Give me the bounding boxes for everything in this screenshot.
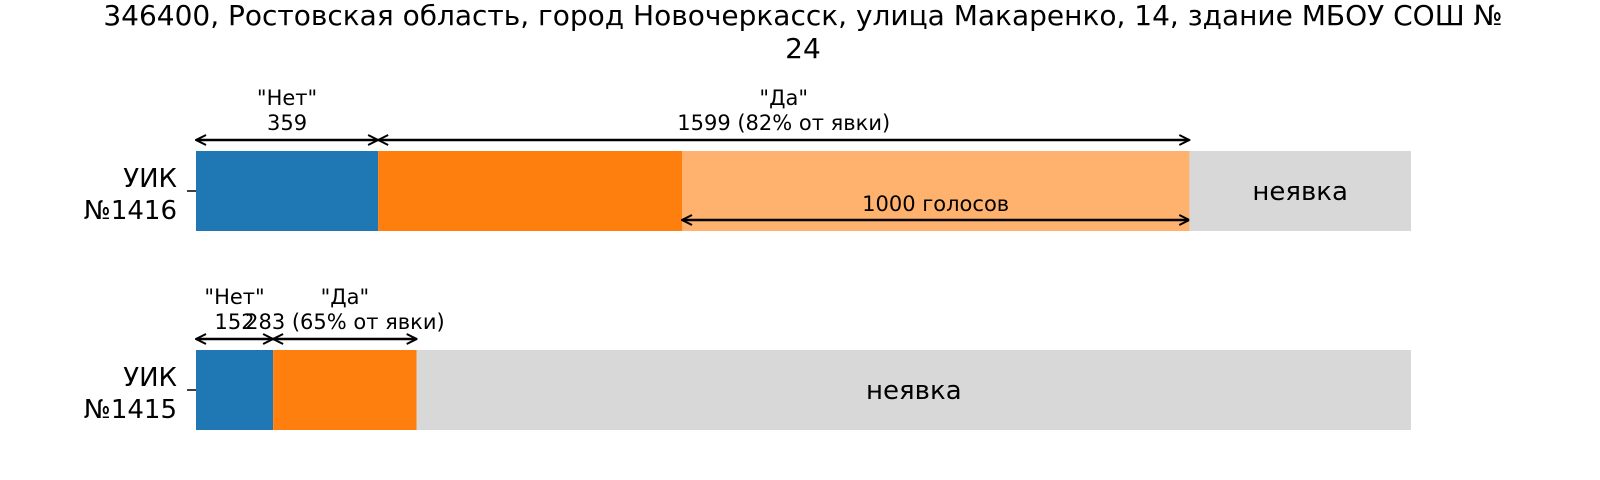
row-1-absent-label: неявка — [1252, 177, 1348, 207]
row-2-no-annotation-line-1: "Нет" — [204, 285, 264, 309]
row-2-no-segment — [196, 350, 274, 430]
row-2-label-line-2: №1415 — [84, 395, 177, 425]
row-2-yes-annotation-line-1: "Да" — [321, 285, 370, 309]
row-2-absent-label: неявка — [866, 376, 962, 406]
row-1-label-line-2: №1416 — [84, 196, 177, 226]
row-2-absent-segment — [416, 350, 1412, 430]
row-2-yes-annotation-line-2: 283 (65% от явки) — [245, 310, 445, 334]
row-1-absent-segment — [1189, 151, 1411, 231]
row-1-no-segment — [196, 151, 379, 231]
row-2-yes-segment — [273, 350, 417, 430]
chart-title-line-2: 24 — [785, 32, 821, 65]
chart-title-line-1: 346400, Ростовская область, город Новоче… — [103, 0, 1502, 32]
row-1-no-annotation-line-2: 359 — [267, 111, 307, 135]
row-1-label-line-1: УИК — [123, 164, 177, 194]
row-1-yes-annotation-line-2: 1599 (82% от явки) — [677, 111, 890, 135]
row-2-label-line-1: УИК — [123, 363, 177, 393]
row-2-no-annotation-line-2: 152 — [215, 310, 255, 334]
row-1-highlight-label: 1000 голосов — [862, 192, 1009, 216]
row-1-no-annotation-line-1: "Нет" — [257, 86, 317, 110]
row-1-yes-annotation-line-1: "Да" — [759, 86, 808, 110]
